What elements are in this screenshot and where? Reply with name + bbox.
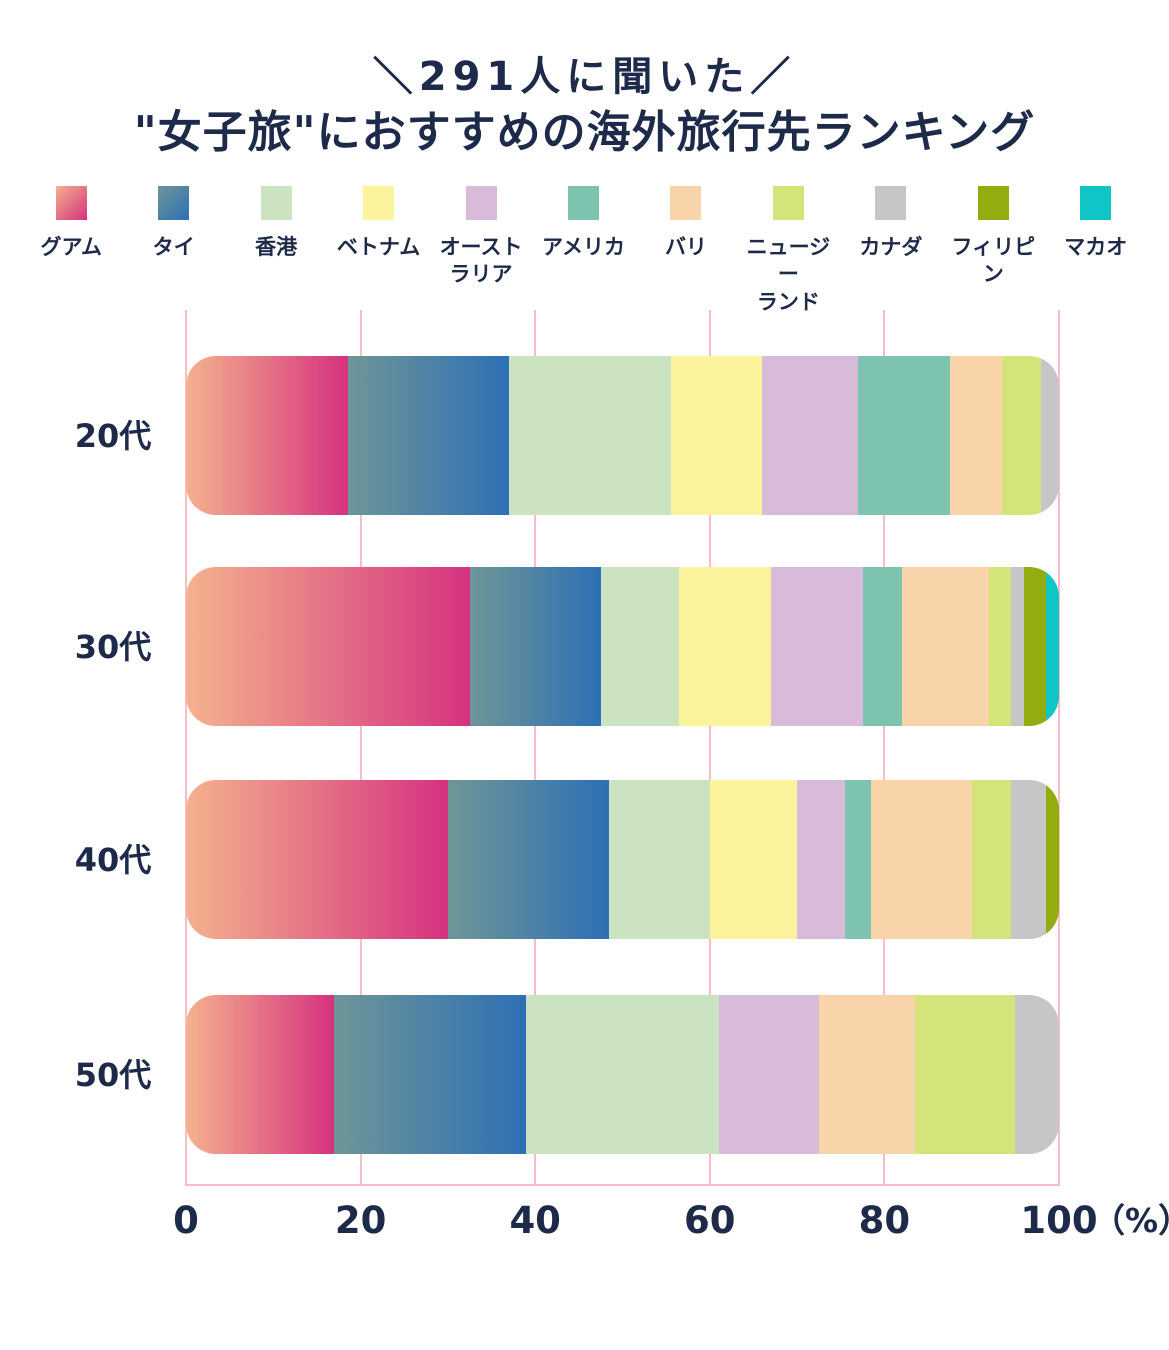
bar-segment	[709, 780, 798, 939]
legend-swatch	[1080, 186, 1112, 220]
legend-label: アメリカ	[542, 235, 625, 259]
chart-legend: グアム タイ 香港 ベトナム オースト ラリア アメリカ バリ ニュージー ランド カナダ フィリ…	[20, 186, 1147, 316]
legend-item: ニュージー ランド	[737, 186, 839, 316]
legend-label: タイ	[152, 235, 195, 259]
legend-item: マカオ	[1045, 186, 1147, 316]
bar-segment	[526, 995, 719, 1154]
x-axis-tick-label: 100	[1020, 1199, 1098, 1242]
chart-title: "女子旅"におすすめの海外旅行先ランキング	[133, 107, 1036, 158]
legend-label: バリ	[664, 235, 707, 259]
bar-segment	[1024, 567, 1046, 726]
bar-segment	[914, 995, 1016, 1154]
bar-segment	[347, 356, 509, 515]
bar-segment	[949, 356, 1003, 515]
legend-label: カナダ	[859, 235, 923, 259]
x-axis-tick-label: 20	[334, 1199, 387, 1242]
legend-item: フィリピン	[942, 186, 1044, 316]
legend-swatch	[772, 186, 804, 220]
bar-segment	[871, 780, 972, 939]
legend-swatch	[158, 186, 190, 220]
legend-swatch	[260, 186, 292, 220]
legend-swatch	[670, 186, 702, 220]
category-label: 30代	[74, 628, 152, 666]
bar-row	[186, 567, 1059, 726]
category-label: 40代	[74, 841, 152, 879]
bar-segment	[1002, 356, 1042, 515]
bar-segment	[1045, 567, 1059, 726]
bar-segment	[509, 356, 671, 515]
x-axis-tick-label: 60	[684, 1199, 736, 1242]
legend-item: 香港	[225, 186, 327, 316]
gridline	[1058, 310, 1060, 1186]
legend-label: ベトナム	[336, 235, 421, 259]
bar-segment	[609, 780, 710, 939]
bar-segment	[1041, 356, 1059, 515]
category-label: 20代	[74, 417, 152, 455]
bar-segment	[770, 567, 863, 726]
x-axis-tick-label: 40	[509, 1199, 561, 1242]
x-axis-tick-label: 0	[173, 1199, 199, 1242]
bar-segment	[186, 995, 335, 1154]
legend-item: オースト ラリア	[430, 186, 532, 316]
legend-label: オースト ラリア	[439, 235, 523, 287]
legend-swatch	[977, 186, 1009, 220]
bar-segment	[845, 780, 872, 939]
bar-segment	[971, 780, 1011, 939]
legend-label: グアム	[40, 235, 102, 259]
legend-label: 香港	[255, 235, 298, 259]
bar-segment	[762, 356, 859, 515]
legend-item: グアム	[20, 186, 122, 316]
gridline	[359, 310, 362, 1186]
bar-segment	[186, 780, 448, 939]
bar-segment	[679, 567, 771, 726]
x-axis-unit-label: （%）	[1092, 1201, 1169, 1240]
bar-segment	[989, 567, 1011, 726]
bar-segment	[670, 356, 763, 515]
legend-item: アメリカ	[532, 186, 634, 316]
gridline	[185, 310, 187, 1186]
legend-swatch	[875, 186, 907, 220]
legend-swatch	[363, 186, 395, 220]
chart-plot-area: （%） 0 20 40 60 80 100 20代 30代 40代 50代	[75, 310, 1169, 1239]
bar-segment	[797, 780, 846, 939]
legend-item: タイ	[122, 186, 224, 316]
bar-segment	[334, 995, 527, 1154]
bar-segment	[447, 780, 610, 939]
legend-label: ニュージー ランド	[746, 235, 831, 314]
category-label: 50代	[74, 1056, 152, 1094]
legend-swatch	[465, 186, 497, 220]
x-axis-tick-label: 80	[858, 1199, 911, 1242]
x-axis-line	[186, 1184, 1060, 1186]
bar-segment	[186, 356, 348, 515]
chart-tagline: ＼291人に聞いた／	[372, 54, 797, 100]
gridline	[708, 310, 711, 1186]
bar-segment	[1045, 780, 1059, 939]
legend-label: フィリピン	[951, 235, 1036, 287]
bar-row	[186, 995, 1059, 1154]
bar-row	[186, 780, 1059, 939]
bar-row	[186, 356, 1059, 515]
bar-segment	[469, 567, 601, 726]
legend-label: マカオ	[1064, 235, 1128, 259]
bar-segment	[858, 356, 950, 515]
bar-segment	[1010, 567, 1025, 726]
bar-segment	[1010, 780, 1046, 939]
gridline	[534, 310, 537, 1186]
bar-segment	[1015, 995, 1059, 1154]
legend-item: カナダ	[840, 186, 942, 316]
gridline	[883, 310, 886, 1186]
bar-segment	[186, 567, 470, 726]
bar-segment	[600, 567, 680, 726]
bar-segment	[862, 567, 902, 726]
legend-swatch	[567, 186, 599, 220]
legend-item: ベトナム	[327, 186, 429, 316]
legend-item: バリ	[635, 186, 737, 316]
bar-segment	[818, 995, 915, 1154]
legend-swatch	[55, 186, 87, 220]
bar-segment	[718, 995, 819, 1154]
bar-segment	[901, 567, 990, 726]
